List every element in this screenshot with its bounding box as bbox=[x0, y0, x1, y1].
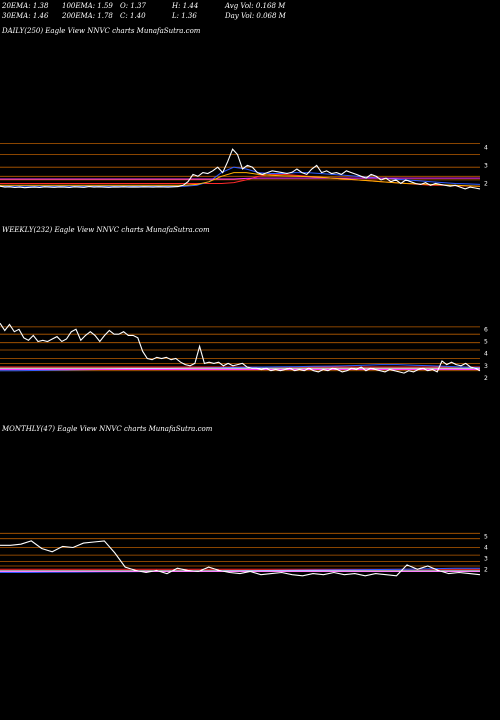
avg-volume-stat: Avg Vol: 0.168 M bbox=[225, 2, 286, 10]
weekly-price-line bbox=[0, 322, 481, 374]
weekly-y-tick-label: 6 bbox=[484, 326, 488, 333]
daily-y-tick-label: 3 bbox=[484, 162, 488, 169]
daily-price-line bbox=[0, 148, 481, 190]
weekly-y-tick-label: 2 bbox=[484, 375, 488, 382]
low-stat: L: 1.36 bbox=[172, 12, 197, 20]
close-stat: C: 1.40 bbox=[120, 12, 146, 20]
daily-y-tick-label: 2 bbox=[484, 181, 488, 188]
monthly-y-tick-label: 2 bbox=[484, 566, 488, 573]
high-stat: H: 1.44 bbox=[172, 2, 199, 10]
monthly-y-tick-label: 5 bbox=[484, 534, 488, 541]
ema100-stat: 100EMA: 1.59 bbox=[62, 2, 113, 10]
day-volume-stat: Day Vol: 0.068 M bbox=[225, 12, 286, 20]
weekly-y-tick-label: 3 bbox=[484, 363, 488, 370]
daily-ema-line bbox=[0, 177, 480, 180]
ema30-stat: 30EMA: 1.46 bbox=[2, 12, 49, 20]
daily-ema-line bbox=[0, 166, 481, 187]
daily-y-tick-label: 4 bbox=[484, 144, 488, 151]
open-stat: O: 1.37 bbox=[120, 2, 146, 10]
weekly-chart-title: WEEKLY(232) Eagle View NNVC charts Munaf… bbox=[2, 226, 210, 234]
weekly-y-tick-label: 4 bbox=[484, 351, 488, 358]
weekly-y-tick-label: 5 bbox=[484, 339, 488, 346]
monthly-chart-title: MONTHLY(47) Eagle View NNVC charts Munaf… bbox=[2, 425, 213, 433]
ema20-stat: 20EMA: 1.38 bbox=[2, 2, 49, 10]
monthly-price-line bbox=[0, 540, 481, 577]
monthly-y-tick-label: 3 bbox=[484, 555, 488, 562]
ema200-stat: 200EMA: 1.78 bbox=[62, 12, 113, 20]
monthly-y-tick-label: 4 bbox=[484, 545, 488, 552]
daily-chart-title: DAILY(250) Eagle View NNVC charts Munafa… bbox=[2, 27, 201, 35]
